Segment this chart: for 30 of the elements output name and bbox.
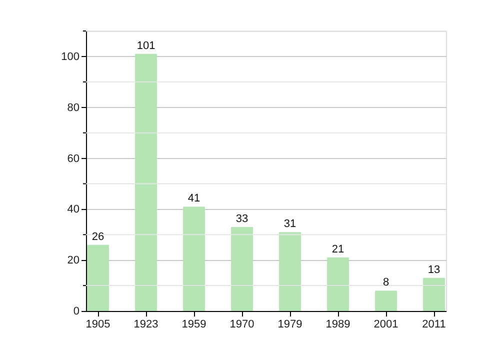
x-tick-label: 1970 [230, 318, 254, 330]
data-label: 101 [136, 40, 156, 52]
y-tick-label: 80 [67, 102, 80, 114]
x-tick-label: 1959 [182, 318, 206, 330]
x-tick-label: 2011 [422, 318, 446, 330]
bar [231, 227, 253, 311]
bar [279, 232, 301, 311]
data-label: 31 [284, 218, 296, 230]
x-tick-label: 2001 [374, 318, 398, 330]
data-label: 33 [236, 213, 248, 225]
data-label: 21 [332, 244, 344, 256]
x-tick-label: 1979 [278, 318, 302, 330]
y-tick-label: 60 [67, 152, 80, 165]
y-tick-label: 100 [61, 50, 80, 63]
bar [327, 258, 349, 311]
data-label: 41 [188, 192, 200, 205]
bar [183, 206, 205, 311]
x-tick-label: 1989 [326, 318, 350, 330]
data-label: 8 [382, 276, 390, 289]
data-label: 13 [428, 264, 440, 276]
bar [135, 54, 157, 311]
x-tick-label: 1905 [86, 318, 110, 330]
y-tick-label: 0 [73, 306, 80, 318]
y-tick-label: 20 [67, 254, 80, 267]
y-tick-label: 40 [67, 204, 80, 216]
bar [423, 278, 445, 311]
bar [87, 244, 109, 311]
data-label: 26 [92, 230, 104, 243]
bar [375, 290, 397, 311]
x-tick-label: 1923 [134, 318, 158, 330]
